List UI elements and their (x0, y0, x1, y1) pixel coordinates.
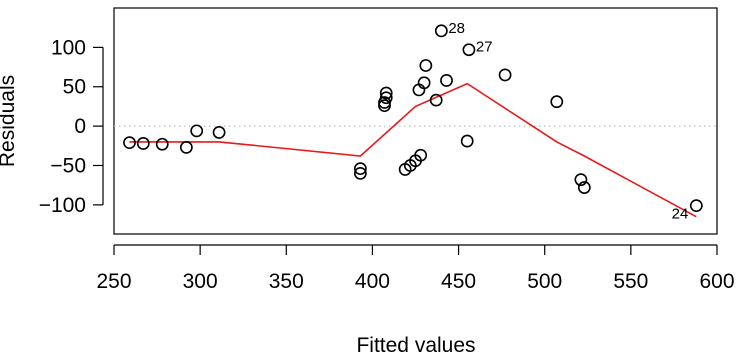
data-point (379, 86, 393, 100)
data-points (123, 24, 703, 213)
y-tick-label: −100 (39, 194, 86, 217)
y-tick-label: 50 (63, 76, 86, 99)
data-point (577, 181, 591, 194)
data-point (460, 134, 474, 148)
data-point (429, 93, 443, 107)
y-tick-label: −50 (50, 154, 86, 177)
data-point (136, 137, 150, 150)
smoother-line (129, 82, 697, 218)
x-tick-label: 350 (269, 270, 304, 293)
point-label: 27 (476, 39, 493, 56)
smoother-curve (129, 82, 697, 218)
data-point (550, 95, 564, 109)
data-point (123, 136, 136, 150)
y-axis: −100 −50 0 50 100 (39, 36, 104, 217)
data-point (417, 76, 431, 90)
point-labels: 28 27 24 (448, 20, 688, 223)
plot-frame (113, 7, 718, 235)
x-tick-label: 250 (96, 270, 131, 293)
y-tick-label: 0 (74, 115, 86, 138)
data-point (498, 68, 512, 82)
data-point (190, 124, 204, 138)
data-point (353, 166, 367, 180)
data-point (353, 162, 367, 176)
data-point (462, 43, 476, 57)
y-tick-label: 100 (51, 36, 86, 59)
point-label: 24 (672, 206, 689, 223)
data-point (179, 140, 193, 154)
x-tick-label: 300 (183, 270, 218, 293)
x-tick-label: 600 (699, 270, 734, 293)
x-axis: 250 300 350 400 450 500 550 600 (96, 244, 735, 293)
data-point (378, 99, 391, 113)
x-tick-label: 550 (613, 270, 648, 293)
data-point (155, 137, 169, 151)
data-point (414, 148, 428, 162)
data-point (434, 24, 448, 38)
x-axis-title: Fitted values (356, 334, 475, 357)
data-point (440, 74, 453, 87)
x-tick-label: 450 (441, 270, 476, 293)
data-point (379, 91, 393, 105)
data-point (419, 59, 433, 72)
x-tick-label: 400 (355, 270, 390, 293)
y-axis-title: Residuals (0, 75, 19, 167)
data-point (574, 173, 588, 187)
point-label: 28 (448, 20, 465, 37)
data-point (212, 126, 226, 139)
x-tick-label: 500 (527, 270, 562, 293)
data-point (689, 199, 703, 213)
